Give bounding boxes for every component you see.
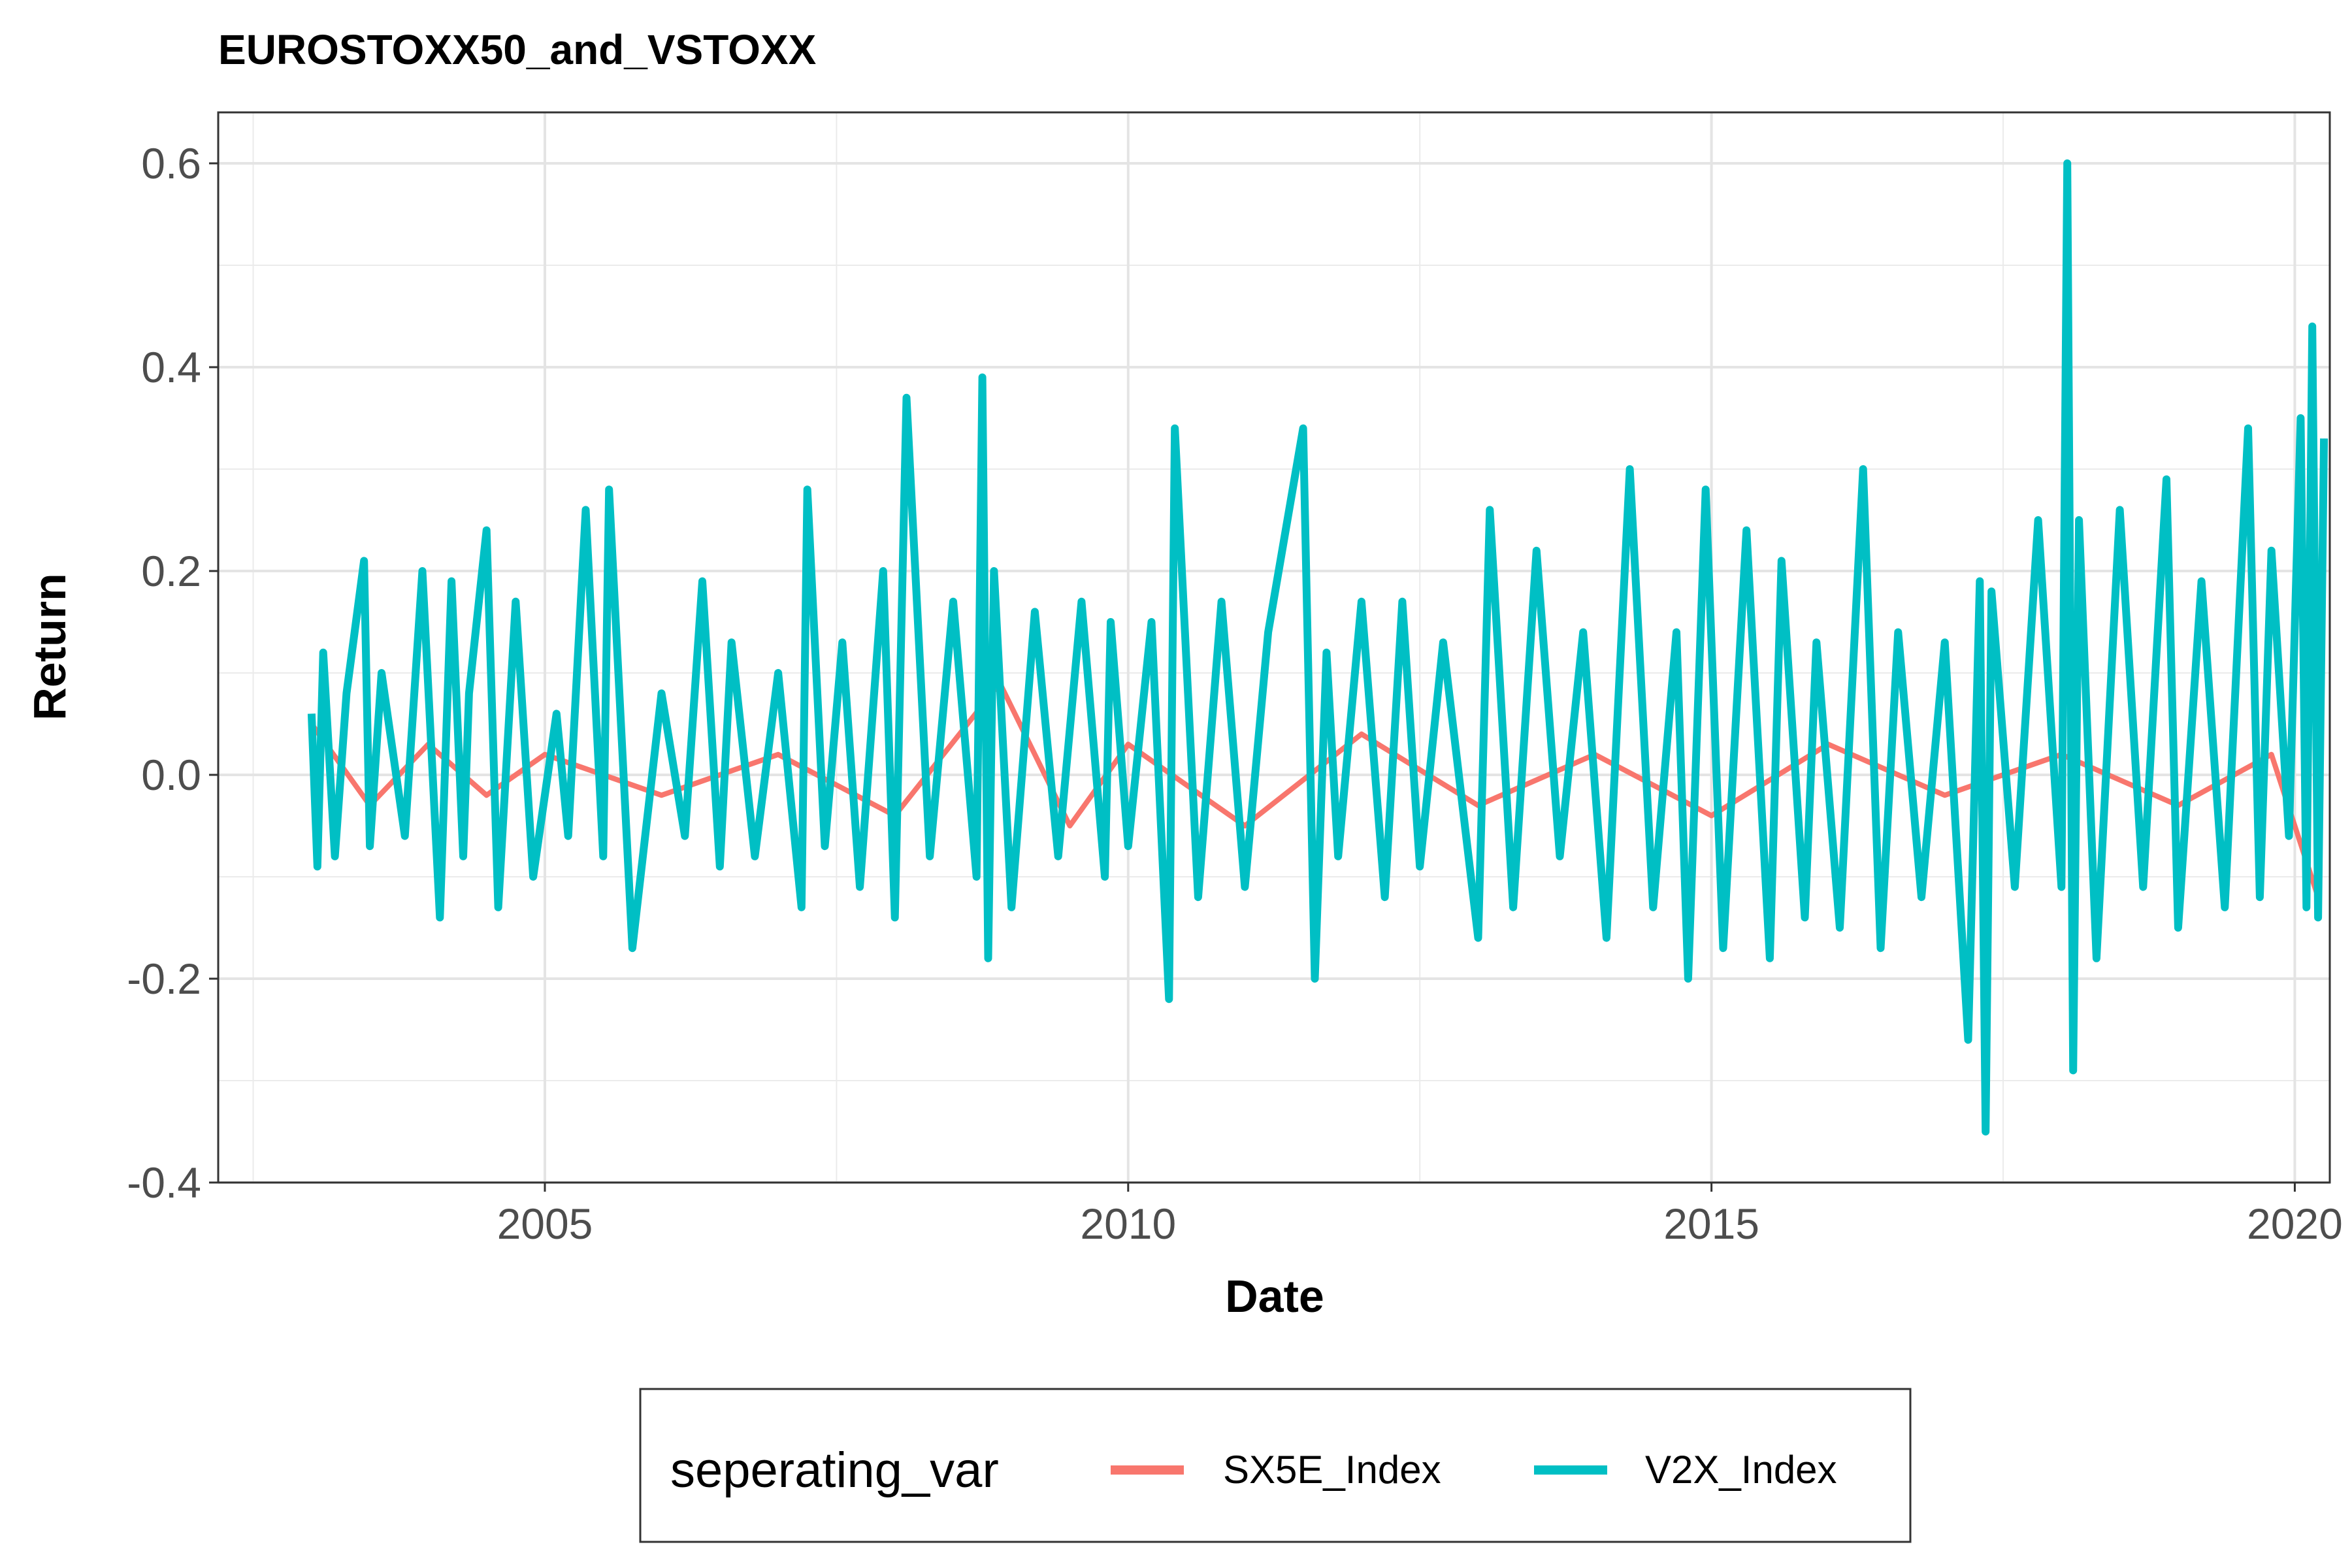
series-line-v2x-index bbox=[307, 159, 2328, 1135]
legend-label-sx5e-index: SX5E_Index bbox=[1223, 1448, 1441, 1492]
y-axis-title: Return bbox=[24, 573, 75, 721]
chart-title: EUROSTOXX50_and_VSTOXX bbox=[218, 26, 817, 73]
legend-title: seperating_var bbox=[670, 1443, 999, 1498]
x-tick-label: 2005 bbox=[497, 1200, 593, 1248]
x-tick-label: 2010 bbox=[1080, 1200, 1176, 1248]
panel-border bbox=[217, 111, 2331, 1184]
x-axis-title: Date bbox=[1225, 1271, 1324, 1322]
y-tick-label: -0.2 bbox=[127, 955, 201, 1003]
y-axis: -0.4 -0.2 0.0 0.2 0.4 0.6 bbox=[127, 139, 218, 1207]
y-tick-label: 0.6 bbox=[141, 139, 201, 188]
legend: seperating_var SX5E_Index V2X_Index bbox=[639, 1388, 1912, 1543]
y-tick-label: 0.2 bbox=[141, 547, 201, 595]
x-tick-label: 2015 bbox=[1663, 1200, 1759, 1248]
legend-box bbox=[639, 1388, 1912, 1543]
x-tick-label: 2020 bbox=[2247, 1200, 2343, 1248]
series-layer bbox=[307, 159, 2328, 1135]
gridlines bbox=[218, 112, 2330, 1184]
legend-label-v2x-index: V2X_Index bbox=[1645, 1448, 1837, 1492]
y-tick-label: 0.0 bbox=[141, 751, 201, 799]
x-axis: 2005 2010 2015 2020 bbox=[497, 1183, 2343, 1248]
y-tick-label: -0.4 bbox=[127, 1158, 201, 1207]
y-tick-label: 0.4 bbox=[141, 343, 201, 391]
